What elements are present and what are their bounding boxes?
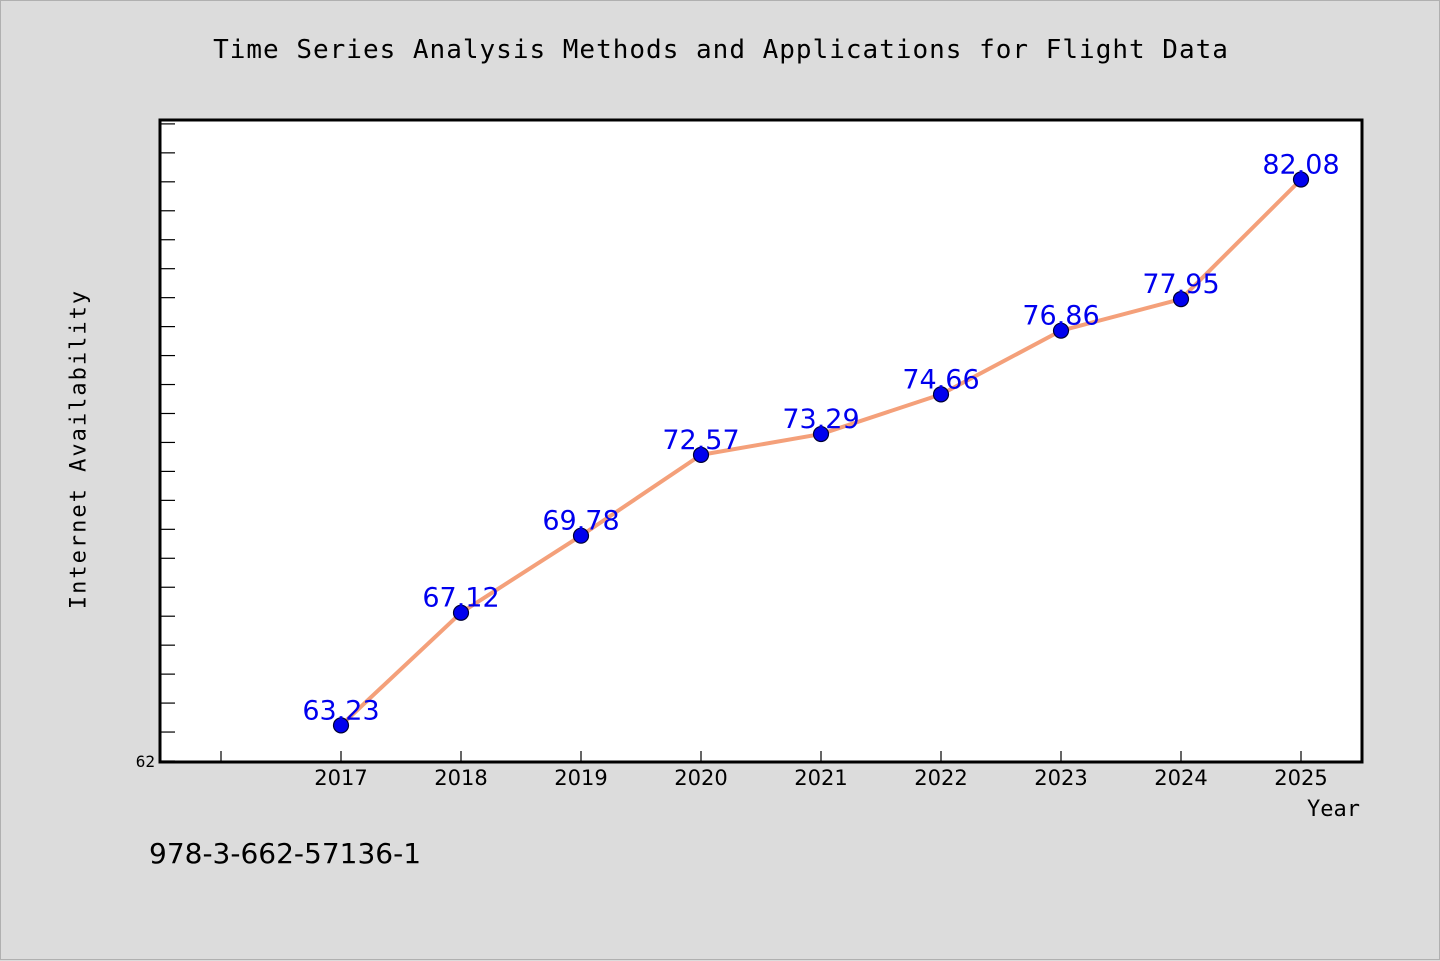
data-point <box>692 446 710 464</box>
x-axis-ticks: 2017 2018 2019 2020 2021 2022 2023 2024 2025 <box>220 751 1328 790</box>
data-point <box>1292 171 1310 188</box>
data-label: 72.57 <box>662 425 739 456</box>
x-tick-label: 2020 <box>674 766 727 790</box>
isbn-text: 978-3-662-57136-1 <box>149 837 422 870</box>
data-label: 69.78 <box>542 506 619 537</box>
y-tick-label: 62 <box>136 752 155 771</box>
data-labels: 63.23 67.12 69.78 72.57 73.29 74.66 76.86 77.95… <box>302 149 1339 726</box>
data-point <box>452 604 470 621</box>
x-tick-label: 2018 <box>434 766 487 790</box>
data-label: 73.29 <box>782 404 859 435</box>
data-point <box>812 425 830 443</box>
plot-area <box>158 118 1364 764</box>
x-axis-label: Year <box>1307 797 1360 822</box>
x-tick-label: 2023 <box>1034 766 1087 790</box>
x-tick-label: 2019 <box>554 766 607 790</box>
chart-title: Time Series Analysis Methods and Applica… <box>213 35 1229 65</box>
data-point <box>572 527 590 544</box>
data-label: 76.86 <box>1022 301 1099 332</box>
x-tick-label: 2024 <box>1154 766 1207 790</box>
x-tick-label: 2022 <box>914 766 967 790</box>
x-tick-label: 2025 <box>1274 766 1327 790</box>
data-point <box>1052 322 1070 339</box>
series-markers <box>332 171 1310 734</box>
x-tick-label: 2021 <box>794 766 847 790</box>
data-point <box>332 717 350 734</box>
data-label: 74.66 <box>902 364 979 395</box>
data-label: 63.23 <box>302 695 379 726</box>
data-label: 67.12 <box>422 583 499 614</box>
data-point <box>1172 290 1190 308</box>
data-label: 77.95 <box>1142 269 1219 300</box>
x-tick-label: 2017 <box>314 766 367 790</box>
y-axis-ticks: 62 <box>136 123 175 771</box>
data-point <box>932 386 950 403</box>
data-label: 82.08 <box>1262 149 1339 180</box>
